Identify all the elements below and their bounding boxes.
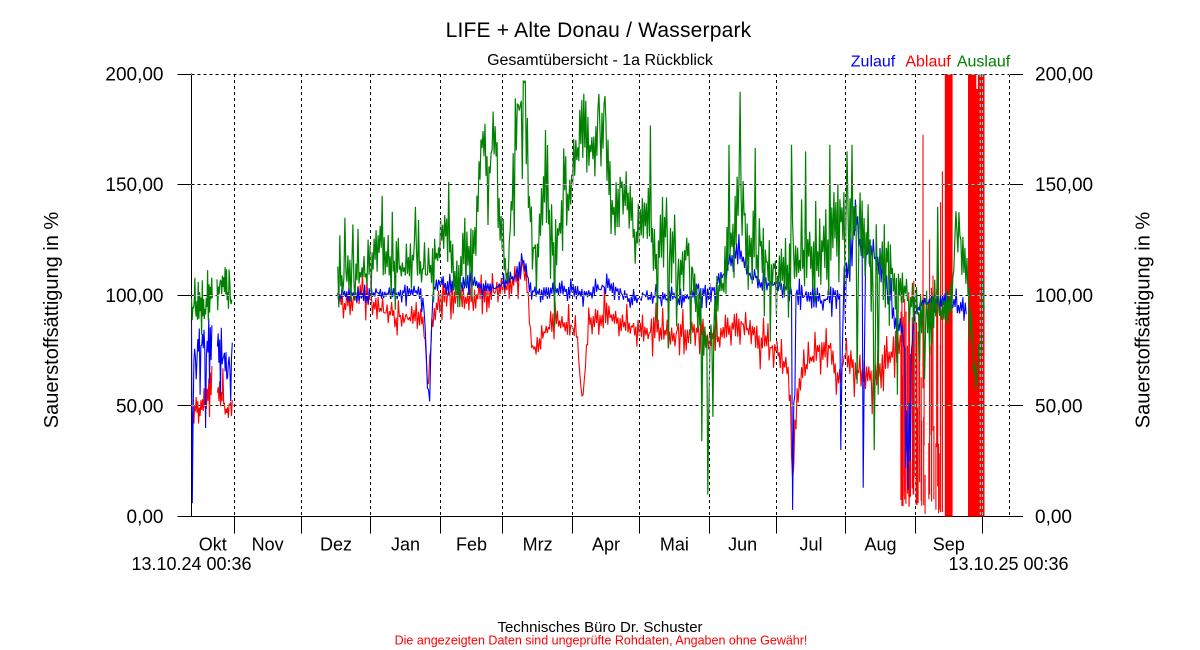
svg-text:Jul: Jul <box>800 535 823 555</box>
svg-text:200,00: 200,00 <box>105 65 163 86</box>
svg-text:Mrz: Mrz <box>523 535 553 555</box>
svg-text:150,00: 150,00 <box>1035 175 1093 196</box>
svg-text:Die angezeigten Daten sind ung: Die angezeigten Daten sind ungeprüfte Ro… <box>395 634 808 648</box>
svg-text:Technisches Büro Dr. Schuster: Technisches Büro Dr. Schuster <box>497 619 702 636</box>
svg-text:Gesamtübersicht - 1a Rückblick: Gesamtübersicht - 1a Rückblick <box>487 52 714 69</box>
svg-text:150,00: 150,00 <box>105 175 163 196</box>
svg-text:13.10.25 00:36: 13.10.25 00:36 <box>948 554 1068 574</box>
svg-text:Ablauf: Ablauf <box>905 54 951 71</box>
svg-text:Okt: Okt <box>199 535 227 555</box>
svg-text:100,00: 100,00 <box>105 286 163 307</box>
svg-text:50,00: 50,00 <box>116 396 164 417</box>
svg-text:LIFE + Alte Donau / Wasserpark: LIFE + Alte Donau / Wasserpark <box>446 19 752 42</box>
svg-text:Zulauf: Zulauf <box>851 54 896 71</box>
svg-text:Dez: Dez <box>320 535 352 555</box>
svg-text:Nov: Nov <box>252 535 284 555</box>
svg-text:Jun: Jun <box>728 535 757 555</box>
svg-text:0,00: 0,00 <box>127 507 164 528</box>
svg-text:Aug: Aug <box>864 535 896 555</box>
svg-text:Sep: Sep <box>933 535 965 555</box>
svg-text:Sauerstoffsättigung in %: Sauerstoffsättigung in % <box>1133 212 1155 429</box>
svg-text:100,00: 100,00 <box>1035 286 1093 307</box>
svg-text:Jan: Jan <box>391 535 420 555</box>
svg-text:Mai: Mai <box>660 535 689 555</box>
svg-text:Feb: Feb <box>456 535 487 555</box>
svg-text:Apr: Apr <box>592 535 620 555</box>
svg-text:50,00: 50,00 <box>1035 396 1083 417</box>
svg-text:13.10.24 00:36: 13.10.24 00:36 <box>131 554 251 574</box>
svg-text:0,00: 0,00 <box>1035 507 1072 528</box>
svg-text:Sauerstoffsättigung in %: Sauerstoffsättigung in % <box>41 212 63 429</box>
svg-text:200,00: 200,00 <box>1035 65 1093 86</box>
svg-text:Auslauf: Auslauf <box>957 54 1011 71</box>
